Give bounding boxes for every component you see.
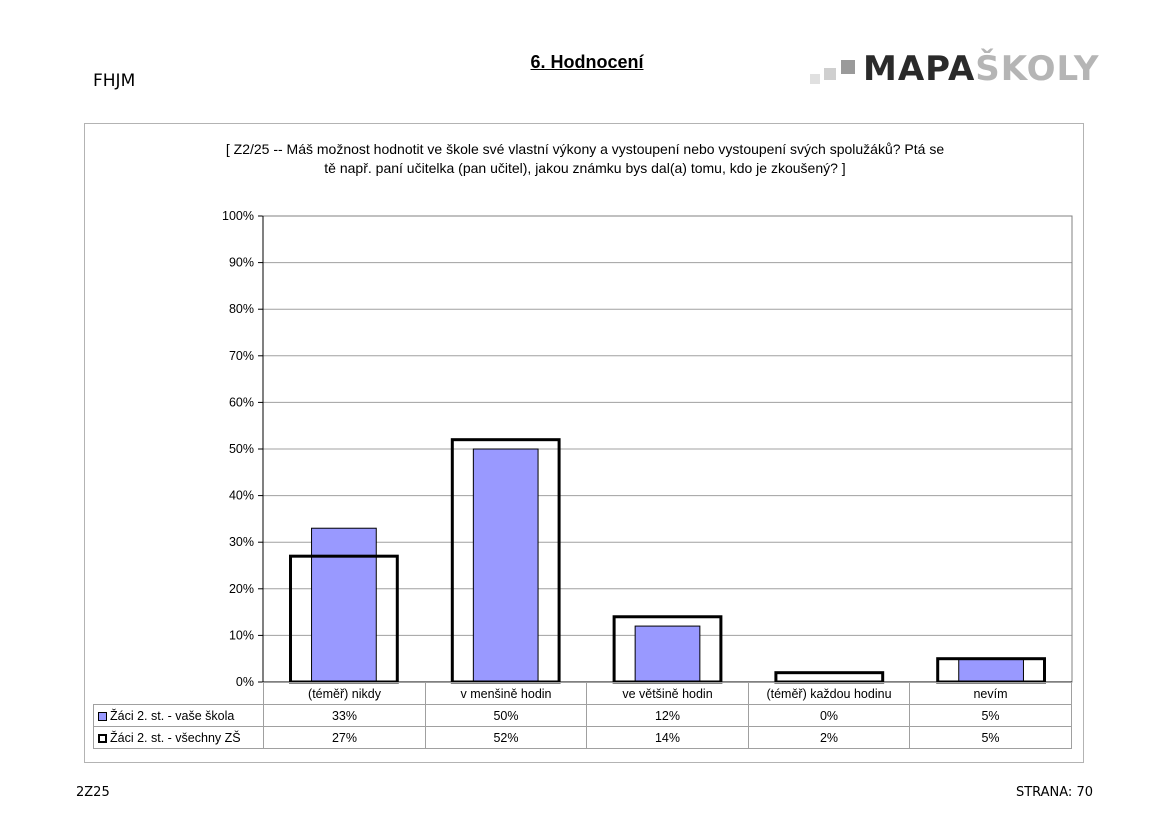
bar-series-1 bbox=[311, 527, 377, 683]
data-label: 5% bbox=[909, 726, 1072, 749]
page-title: 6. Hodnocení bbox=[530, 52, 644, 72]
y-tick-label: 20% bbox=[229, 582, 254, 596]
data-label: 0% bbox=[748, 704, 910, 727]
chart-frame bbox=[84, 123, 1084, 763]
footer-code: 2Z25 bbox=[76, 785, 110, 800]
y-tick-label: 10% bbox=[229, 628, 254, 642]
school-code: FHJM bbox=[93, 71, 136, 91]
data-label: 50% bbox=[425, 704, 587, 727]
page-number: STRANA: 70 bbox=[1015, 785, 1093, 800]
table-corner bbox=[93, 682, 264, 705]
y-tick-label: 50% bbox=[229, 442, 254, 456]
y-tick-label: 40% bbox=[229, 489, 254, 503]
series-name: Žáci 2. st. - vaše škola bbox=[110, 708, 235, 723]
data-label: 27% bbox=[263, 726, 426, 749]
bar-series-1 bbox=[472, 448, 539, 683]
y-tick-label: 90% bbox=[229, 256, 254, 270]
bar-series-2-outline bbox=[774, 671, 885, 684]
chart-title-line-1: [ Z2/25 -- Máš možnost hodnotit ve škole… bbox=[225, 141, 945, 157]
mapa-skoly-logo: MAPAŠKOLY bbox=[808, 49, 1098, 92]
table-row-series-2: Žáci 2. st. - všechny ZŠ 27% 52% 14% 2% … bbox=[93, 726, 1072, 749]
series-name: Žáci 2. st. - všechny ZŠ bbox=[110, 730, 241, 745]
legend-swatch-outline bbox=[98, 733, 107, 743]
logo-square-1 bbox=[810, 74, 820, 84]
data-label: 12% bbox=[586, 704, 749, 727]
data-label: 14% bbox=[586, 726, 749, 749]
chart-title-line-2: tě např. paní učitelka (pan učitel), jak… bbox=[324, 160, 846, 176]
data-label: 5% bbox=[909, 704, 1072, 727]
y-tick-label: 60% bbox=[229, 395, 254, 409]
logo-text-light: ŠKOLY bbox=[975, 49, 1100, 89]
chart-title: [ Z2/25 -- Máš možnost hodnotit ve škole… bbox=[180, 140, 990, 178]
category-label: ve většině hodin bbox=[586, 682, 749, 705]
data-label: 52% bbox=[425, 726, 587, 749]
bar-series-1 bbox=[634, 625, 701, 683]
category-label: nevím bbox=[909, 682, 1072, 705]
y-tick-label: 100% bbox=[222, 209, 254, 223]
category-label: (téměř) každou hodinu bbox=[748, 682, 910, 705]
logo-text-dark: MAPA bbox=[863, 49, 976, 89]
chart-data-table: (téměř) nikdy v menšině hodin ve většině… bbox=[93, 682, 1072, 749]
category-label: (téměř) nikdy bbox=[263, 682, 426, 705]
table-header-row: (téměř) nikdy v menšině hodin ve většině… bbox=[93, 682, 1072, 705]
category-label: v menšině hodin bbox=[425, 682, 587, 705]
legend-entry-series-1: Žáci 2. st. - vaše škola bbox=[93, 704, 264, 727]
table-row-series-1: Žáci 2. st. - vaše škola 33% 50% 12% 0% … bbox=[93, 704, 1072, 727]
legend-entry-series-2: Žáci 2. st. - všechny ZŠ bbox=[93, 726, 264, 749]
logo-square-2 bbox=[824, 68, 836, 80]
y-tick-label: 80% bbox=[229, 302, 254, 316]
data-label: 33% bbox=[263, 704, 426, 727]
data-label: 2% bbox=[748, 726, 910, 749]
legend-swatch-filled bbox=[98, 711, 107, 721]
logo-wordmark: MAPAŠKOLY bbox=[863, 49, 1099, 89]
y-tick-label: 70% bbox=[229, 349, 254, 363]
logo-square-3 bbox=[841, 60, 855, 74]
bar-series-1 bbox=[958, 658, 1024, 683]
y-tick-label: 30% bbox=[229, 535, 254, 549]
